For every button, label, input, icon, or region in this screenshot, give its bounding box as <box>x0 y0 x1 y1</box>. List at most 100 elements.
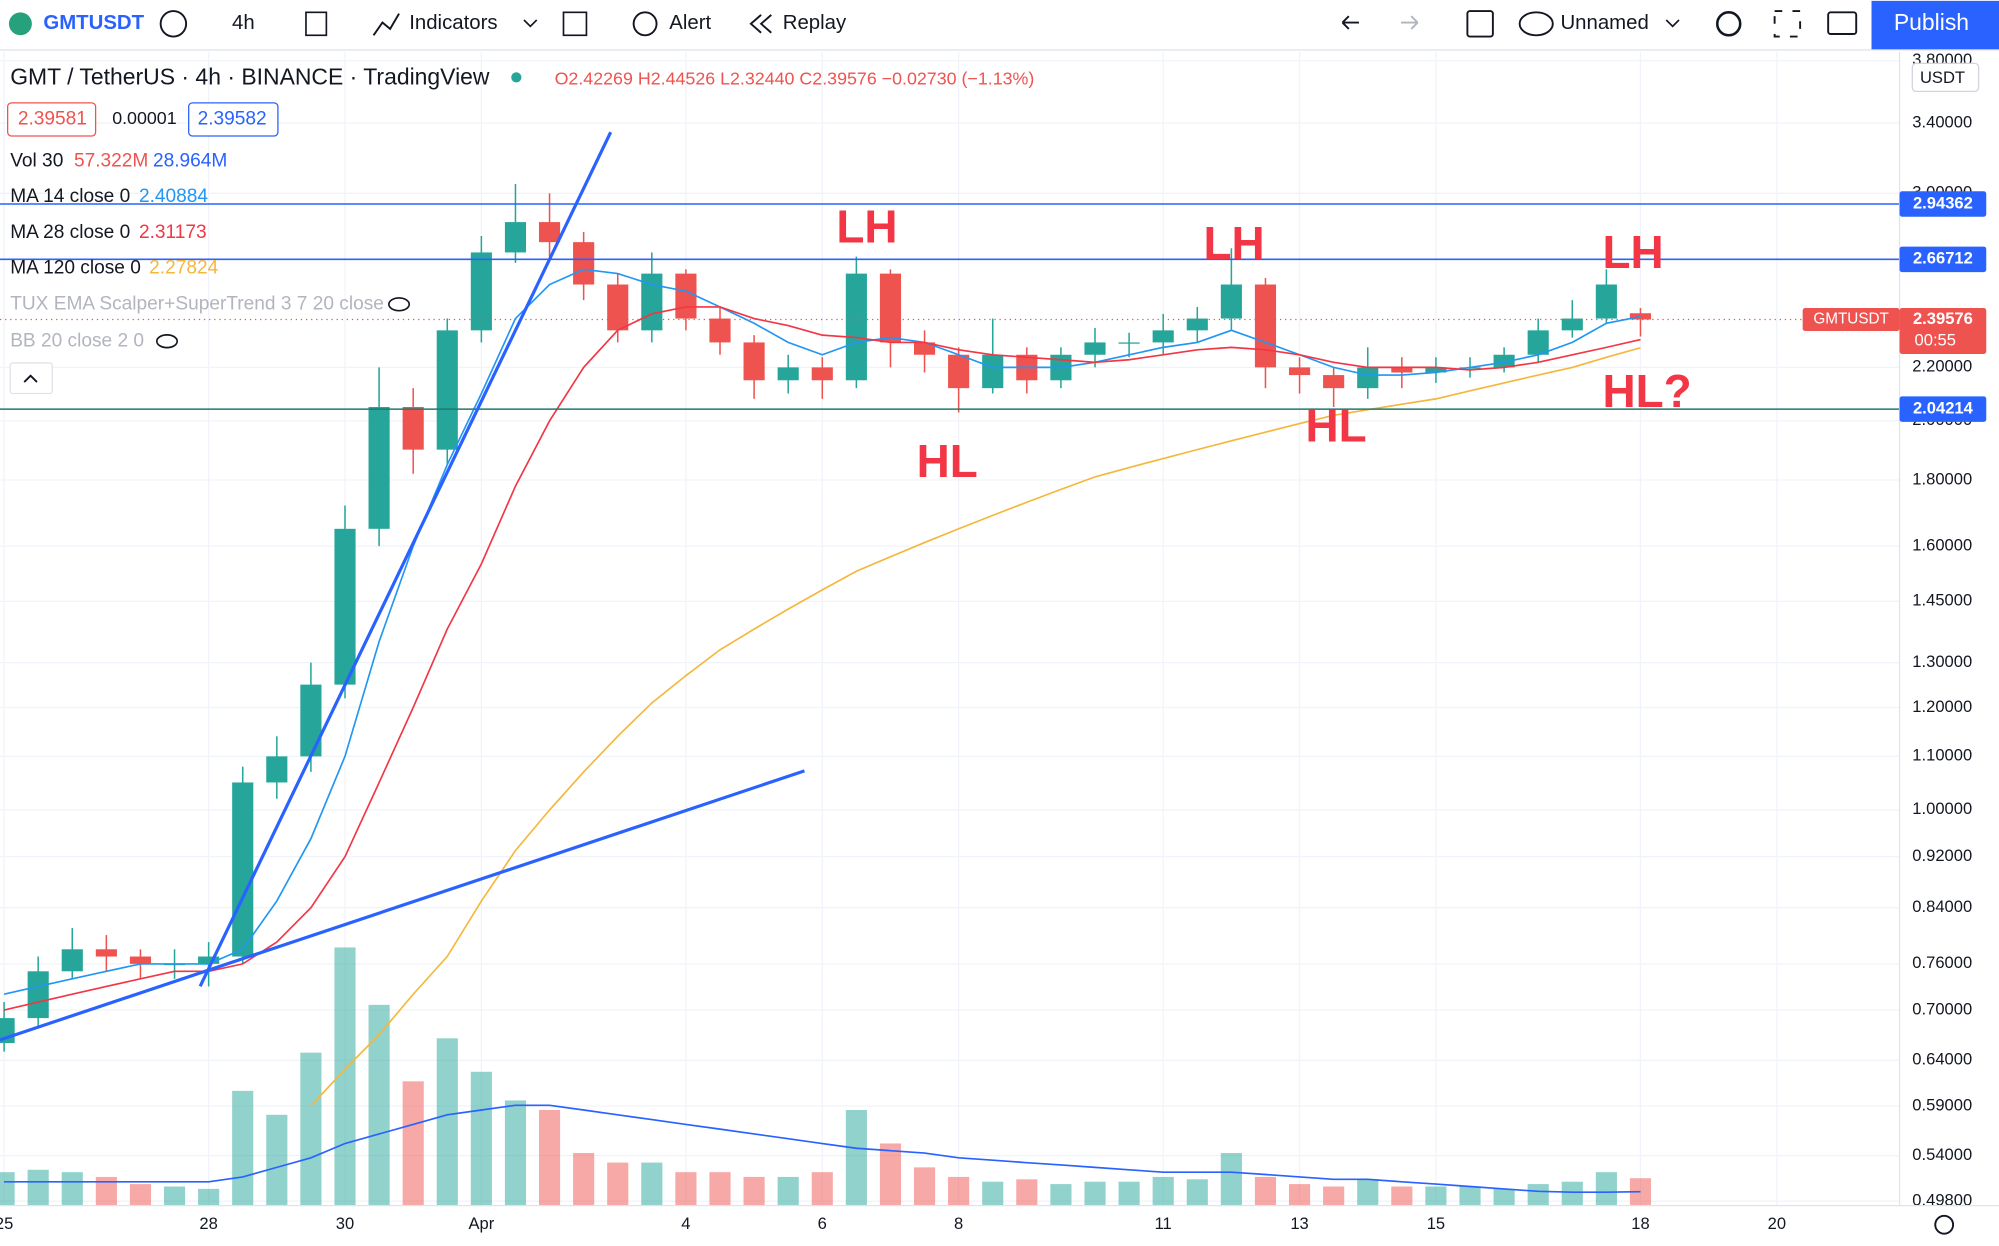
collapse-icon[interactable] <box>23 374 38 383</box>
candle-body <box>913 342 936 355</box>
publish-button-bg[interactable] <box>1871 0 1999 50</box>
line-label-bg <box>1899 191 1987 217</box>
candle-body <box>675 273 697 319</box>
dropdown-icon[interactable] <box>1665 19 1680 28</box>
trend-line[interactable] <box>198 131 613 988</box>
annotation[interactable]: LH <box>836 200 897 252</box>
x-tick-label: 11 <box>1155 1214 1172 1233</box>
candle-body <box>61 949 83 972</box>
price-axis <box>1899 51 1999 1206</box>
spread: 0.00001 <box>112 108 177 128</box>
y-tick-label: 0.84000 <box>1912 897 1972 916</box>
candle-body <box>266 756 288 783</box>
y-tick-label: 0.64000 <box>1912 1050 1972 1069</box>
x-tick-label: 30 <box>336 1214 354 1233</box>
chart-type-icon[interactable] <box>305 11 328 37</box>
y-tick-label: 2.20000 <box>1912 357 1972 376</box>
y-tick-label: 0.59000 <box>1912 1095 1972 1114</box>
currency-button[interactable] <box>1911 62 1980 93</box>
volume-bar <box>879 1143 902 1206</box>
volume-bar <box>1050 1184 1072 1206</box>
layout-name[interactable]: Unnamed <box>1560 12 1648 34</box>
toolbar <box>0 0 1999 50</box>
market-status <box>511 72 522 83</box>
volume-pane <box>0 947 1652 1206</box>
currency[interactable]: USDT <box>1920 68 1965 87</box>
hidden-icon[interactable] <box>388 297 411 312</box>
ohlc: O2.42269 H2.44526 L2.32440 C2.39576 −0.0… <box>555 69 1035 89</box>
interval[interactable]: 4h <box>232 12 255 34</box>
hidden-icon[interactable] <box>155 334 179 349</box>
x-tick-label: 25 <box>0 1214 13 1233</box>
y-tick-label: 0.49800 <box>1912 1190 1972 1209</box>
indicators-button[interactable]: Indicators <box>409 12 497 34</box>
volume-bar <box>198 1188 220 1206</box>
settings-icon[interactable] <box>1934 1214 1955 1235</box>
volume-bar <box>1220 1153 1242 1206</box>
publish-button[interactable]: Publish <box>1894 9 1969 35</box>
x-tick-label: 15 <box>1427 1214 1445 1233</box>
symbol[interactable]: GMTUSDT <box>43 12 144 34</box>
undo-icon[interactable] <box>1341 15 1360 30</box>
replay-icon[interactable] <box>749 14 772 34</box>
candle-body <box>300 684 322 757</box>
volume-bar <box>0 1172 15 1206</box>
x-tick-label: 6 <box>818 1214 827 1233</box>
alert-button[interactable]: Alert <box>669 12 711 34</box>
annotation[interactable]: LH <box>1603 226 1664 278</box>
collapse-button[interactable] <box>9 362 53 395</box>
x-tick-label: Apr <box>468 1214 494 1233</box>
annotation[interactable]: LH <box>1203 217 1264 269</box>
candle-body <box>811 367 833 381</box>
candle-body <box>777 367 799 381</box>
ask-box[interactable] <box>188 102 279 137</box>
candle-body <box>1186 318 1208 331</box>
layout-icon[interactable] <box>562 11 588 37</box>
candle-body <box>436 330 458 450</box>
ma-line <box>3 306 1641 1011</box>
x-tick-label: 8 <box>954 1214 963 1233</box>
candle-body <box>845 273 867 381</box>
indicators-icon[interactable] <box>372 13 400 36</box>
replay-button[interactable]: Replay <box>783 12 847 34</box>
x-tick-label: 18 <box>1631 1214 1649 1233</box>
y-tick-label: 1.80000 <box>1912 469 1972 488</box>
bid[interactable]: 2.39581 <box>18 108 87 129</box>
annotation[interactable]: HL <box>917 435 978 487</box>
candle-body <box>1254 284 1277 368</box>
volume-ma: 28.964M <box>153 151 227 172</box>
line-label: 2.94362 <box>1913 193 1973 212</box>
volume-bar <box>845 1110 867 1206</box>
bid-box[interactable] <box>7 102 97 137</box>
settings-icon[interactable] <box>1715 11 1742 37</box>
volume-bar <box>368 1004 390 1206</box>
annotation[interactable]: HL <box>1305 399 1366 451</box>
candle-body <box>1595 284 1617 319</box>
fullscreen-icon[interactable] <box>1773 10 1802 38</box>
alert-icon[interactable] <box>632 11 658 37</box>
candle-body <box>982 354 1004 389</box>
trend-line[interactable] <box>0 769 805 1042</box>
candle-body <box>948 354 970 389</box>
y-tick-label: 1.00000 <box>1912 799 1972 818</box>
volume-bar <box>300 1052 322 1206</box>
volume-bar <box>573 1153 595 1206</box>
volume-bar <box>1152 1176 1174 1206</box>
redo-icon[interactable] <box>1401 15 1419 30</box>
layout-toggle[interactable] <box>1466 10 1494 38</box>
volume-bar <box>538 1110 561 1206</box>
ask[interactable]: 2.39582 <box>198 108 267 129</box>
x-tick-label: 13 <box>1290 1214 1308 1233</box>
candle-body <box>95 949 117 957</box>
line-label-bg <box>1899 396 1987 422</box>
screenshot-icon[interactable] <box>1827 11 1858 35</box>
volume-bar <box>436 1038 458 1206</box>
ma-legend-value: 2.31173 <box>139 222 207 243</box>
candle-body <box>1527 330 1549 355</box>
candle-body <box>607 284 629 331</box>
annotation[interactable]: HL? <box>1603 365 1692 417</box>
dropdown-icon[interactable] <box>523 19 538 28</box>
add-symbol-icon[interactable] <box>159 10 188 38</box>
y-tick-label: 1.45000 <box>1912 591 1972 610</box>
cloud-icon[interactable] <box>1518 11 1554 37</box>
